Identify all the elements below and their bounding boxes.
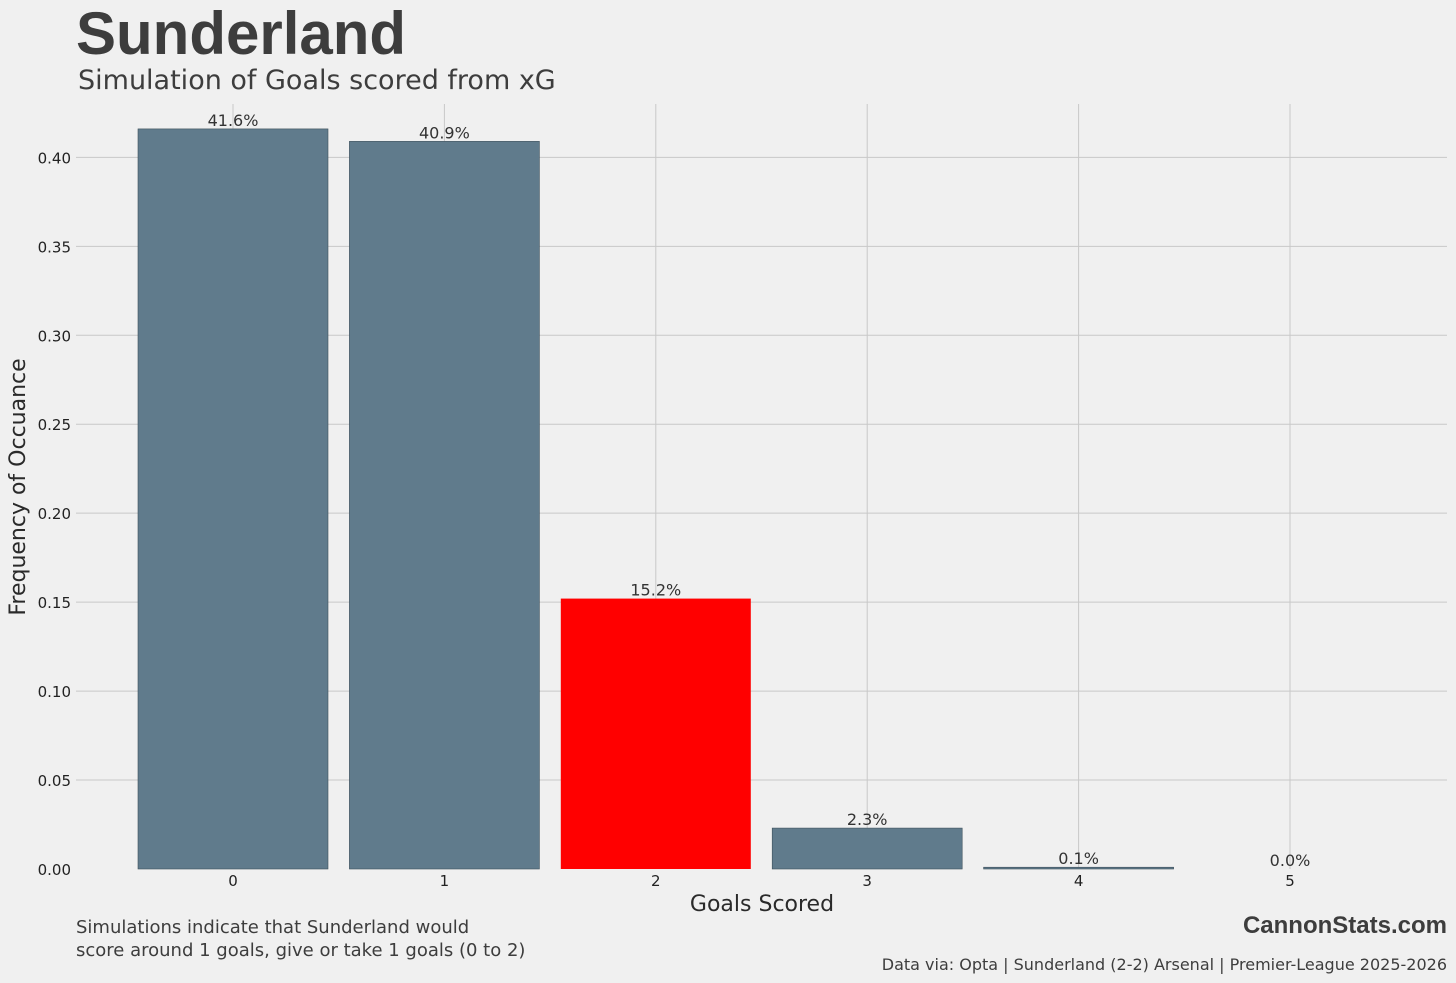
x-tick-labels: 0 1 2 3 4 5 <box>228 872 1295 890</box>
y-tick-label: 0.30 <box>38 327 71 345</box>
y-tick-label: 0.35 <box>38 238 71 256</box>
data-labels: 41.6% 40.9% 15.2% 2.3% 0.1% 0.0% <box>208 111 1311 870</box>
y-axis-label: Frequency of Occuance <box>6 358 31 615</box>
y-tick-label: 0.40 <box>38 149 71 167</box>
x-tick-label: 5 <box>1285 872 1295 890</box>
brand-label: CannonStats.com <box>1242 912 1447 939</box>
footnote-line-2: score around 1 goals, give or take 1 goa… <box>76 940 526 961</box>
x-axis-label: Goals Scored <box>690 892 834 917</box>
bar-3 <box>771 827 963 870</box>
x-tick-label: 1 <box>440 872 450 890</box>
y-tick-label: 0.25 <box>38 416 71 434</box>
chart-subtitle: Simulation of Goals scored from xG <box>78 65 556 96</box>
data-label-5: 0.0% <box>1270 851 1311 870</box>
x-tick-label: 0 <box>228 872 238 890</box>
chart-title: Sunderland <box>76 0 407 67</box>
y-tick-label: 0.00 <box>38 861 71 879</box>
y-tick-label: 0.15 <box>38 594 71 612</box>
bar-4 <box>983 866 1174 870</box>
data-label-3: 2.3% <box>847 810 888 829</box>
y-tick-label: 0.10 <box>38 683 71 701</box>
bars <box>137 128 1174 870</box>
data-label-0: 41.6% <box>208 111 259 130</box>
x-tick-label: 4 <box>1074 872 1084 890</box>
x-tick-label: 3 <box>862 872 872 890</box>
source-note: Data via: Opta | Sunderland (2-2) Arsena… <box>881 955 1447 974</box>
x-tick-label: 2 <box>651 872 661 890</box>
y-tick-labels: 0.00 0.05 0.10 0.15 0.20 0.25 0.30 0.35 0.40 <box>38 149 71 879</box>
bar-2 <box>560 598 751 869</box>
data-label-4: 0.1% <box>1058 849 1099 868</box>
y-tick-label: 0.05 <box>38 772 71 790</box>
footnote: Simulations indicate that Sunderland wou… <box>76 916 596 962</box>
data-label-1: 40.9% <box>419 123 470 142</box>
bar-1 <box>349 141 540 870</box>
bar-0 <box>137 128 329 870</box>
footnote-line-1: Simulations indicate that Sunderland wou… <box>76 917 470 938</box>
data-label-2: 15.2% <box>630 581 681 600</box>
y-tick-label: 0.20 <box>38 505 71 523</box>
